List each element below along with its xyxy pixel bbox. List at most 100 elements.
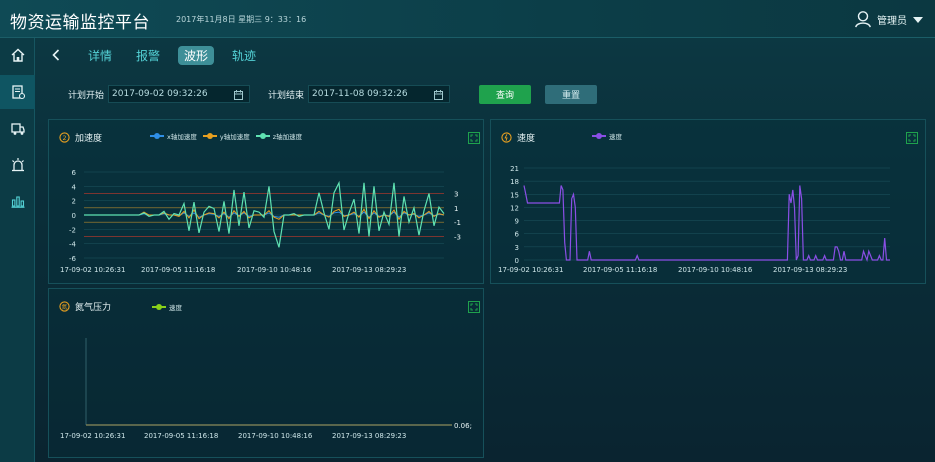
start-date-filter: 计划开始 2017-09-02 09:32:26	[68, 85, 251, 103]
y-tick-label: 12	[510, 204, 519, 212]
sidebar-item-home[interactable]	[0, 38, 35, 72]
sidebar-item-documents[interactable]	[0, 75, 35, 109]
speed-panel-title: 速度	[501, 131, 535, 144]
legend-label-x: x轴加速度	[167, 133, 197, 141]
y-tick-label: -6	[69, 255, 77, 263]
end-date-label: 计划结束	[268, 90, 305, 101]
tab-alarms[interactable]: 报警	[136, 48, 161, 63]
pressure-panel-title: 氮 氮气压力	[59, 300, 111, 313]
y-tick-label: 9	[515, 218, 519, 226]
x-tick-label: 2017-09-05 11:16:18	[583, 266, 657, 274]
speed-chart: 21 18 15 12 9 6 3 017-09-02 10:26:31 2017-09-05 …	[498, 165, 890, 274]
sidebar-item-alarms[interactable]	[0, 148, 35, 182]
user-icon	[855, 11, 871, 28]
acceleration-panel-title: 2 加速度	[59, 131, 102, 144]
series-line-speed	[523, 185, 890, 263]
speed-icon	[501, 132, 512, 143]
reset-button[interactable]: 重置	[545, 85, 597, 104]
pressure-legend: 速度	[152, 302, 188, 312]
start-date-input[interactable]: 2017-09-02 09:32:26	[108, 85, 251, 103]
calendar-icon[interactable]	[234, 90, 244, 100]
home-icon	[11, 48, 24, 62]
alarm-icon	[11, 158, 24, 172]
threshold-label: 1	[454, 205, 458, 213]
threshold-label: 3	[454, 191, 458, 199]
expand-icon[interactable]	[468, 132, 480, 144]
pressure-panel: 氮 氮气压力	[48, 288, 484, 458]
acceleration-legend: x轴加速度 y轴加速度 z轴加速度	[150, 131, 308, 141]
sidebar	[0, 38, 35, 462]
current-datetime: 2017年11月8日 星期三 9：33：16	[176, 15, 307, 24]
expand-icon[interactable]	[468, 301, 480, 313]
tab-details[interactable]: 详情	[88, 48, 113, 63]
svg-text:2: 2	[62, 134, 66, 142]
back-button[interactable]	[48, 46, 64, 64]
y-tick-label: 18	[510, 178, 519, 186]
legend-item-x[interactable]: x轴加速度	[150, 131, 197, 141]
x-tick-label: 17-09-02 10:26:31	[60, 266, 125, 274]
x-tick-label: 2017-09-10 10:48:16	[237, 266, 312, 274]
speed-panel: 速度	[490, 119, 926, 284]
document-icon	[11, 85, 25, 100]
legend-item-y[interactable]: y轴加速度	[202, 131, 250, 141]
y-tick-label: 0	[72, 212, 76, 220]
end-value-label: 0.06;	[454, 422, 472, 430]
legend-label-pressure: 速度	[169, 304, 182, 312]
tab-waveform[interactable]: 波形	[178, 45, 215, 65]
end-date-filter: 计划结束 2017-11-08 09:32:26	[268, 85, 451, 103]
y-tick-label: 15	[510, 191, 519, 199]
acceleration-title-text: 加速度	[75, 134, 103, 144]
tab-bar: 详情 报警 波形 轨迹	[48, 45, 274, 65]
y-tick-label: 3	[515, 244, 519, 252]
y-tick-label: 0	[515, 257, 519, 265]
pressure-chart: 0.06; 17-09-02 10:26:31 2017-09-05 11:16:1…	[60, 338, 472, 440]
threshold-label: -3	[454, 234, 461, 242]
y-tick-label: -2	[69, 226, 76, 234]
user-name: 管理员	[877, 15, 907, 27]
truck-icon	[10, 123, 25, 135]
acceleration-chart: 6 4 2 0 -2 -4 -6 3 1 -1 -3 17-09-02 10:26:31 2017-09…	[60, 169, 461, 274]
x-tick-label: 2017-09-10 10:48:16	[238, 432, 313, 440]
legend-label-y: y轴加速度	[219, 133, 250, 141]
end-date-input[interactable]: 2017-11-08 09:32:26	[308, 85, 451, 103]
chevron-down-icon	[913, 17, 923, 23]
app-title: 物资运输监控平台	[10, 13, 150, 33]
speed-title-text: 速度	[517, 134, 536, 144]
y-tick-label: 4	[72, 183, 77, 191]
acceleration-icon: 2	[59, 132, 70, 143]
nitrogen-icon: 氮	[59, 301, 70, 312]
end-date-value: 2017-11-08 09:32:26	[312, 89, 408, 99]
x-tick-label: 2017-09-13 08:29:23	[332, 266, 406, 274]
query-button[interactable]: 查询	[479, 85, 531, 104]
tab-track[interactable]: 轨迹	[232, 48, 257, 63]
legend-label-speed: 速度	[609, 133, 622, 141]
start-date-label: 计划开始	[68, 90, 105, 101]
x-tick-label: 17-09-02 10:26:31	[498, 266, 563, 274]
y-tick-label: 6	[72, 169, 77, 177]
sidebar-item-statistics[interactable]	[0, 184, 35, 218]
x-tick-label: 2017-09-13 08:29:23	[332, 432, 406, 440]
y-tick-label: -4	[69, 241, 77, 249]
bar-chart-icon	[11, 196, 24, 208]
expand-icon[interactable]	[906, 132, 918, 144]
x-tick-label: 17-09-02 10:26:31	[60, 432, 125, 440]
legend-item-speed[interactable]: 速度	[592, 131, 622, 141]
threshold-label: -1	[454, 219, 461, 227]
start-date-value: 2017-09-02 09:32:26	[112, 89, 208, 99]
legend-label-z: z轴加速度	[272, 133, 303, 141]
calendar-icon[interactable]	[434, 90, 444, 100]
x-tick-label: 2017-09-13 08:29:23	[773, 266, 847, 274]
sidebar-item-vehicles[interactable]	[0, 112, 35, 146]
series-line-z	[84, 180, 445, 248]
y-tick-label: 6	[515, 231, 520, 239]
pressure-title-text: 氮气压力	[75, 303, 112, 313]
x-tick-label: 2017-09-05 11:16:18	[144, 432, 218, 440]
y-tick-label: 21	[510, 165, 519, 173]
x-tick-label: 2017-09-10 10:48:16	[678, 266, 753, 274]
svg-text:氮: 氮	[62, 303, 68, 311]
user-menu[interactable]: 管理员	[854, 8, 923, 30]
legend-item-pressure[interactable]: 速度	[152, 302, 182, 312]
speed-legend: 速度	[592, 131, 628, 141]
legend-item-z[interactable]: z轴加速度	[255, 131, 303, 141]
y-tick-label: 2	[72, 198, 76, 206]
